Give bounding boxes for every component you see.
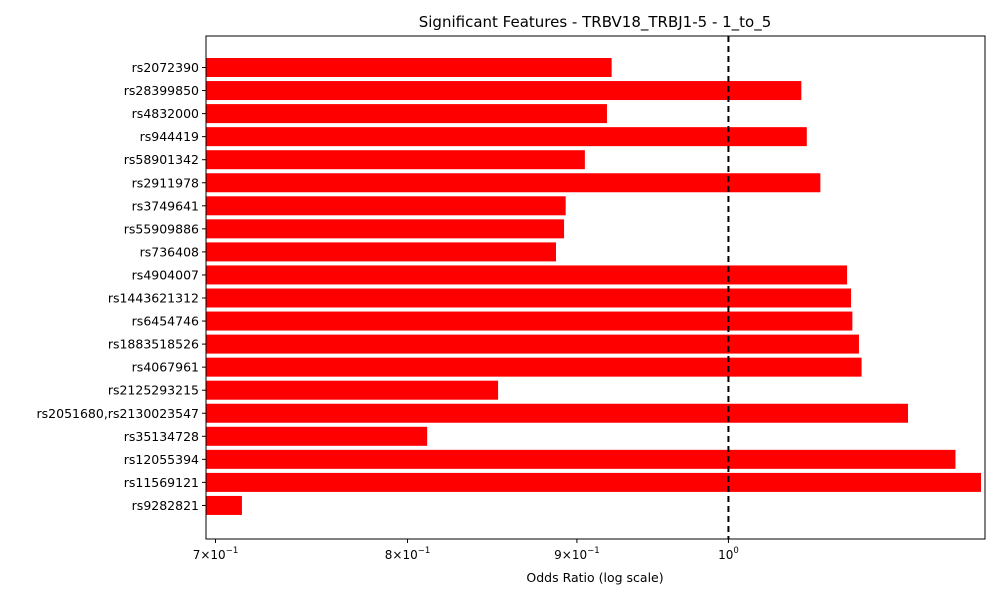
bar <box>206 127 807 147</box>
x-tick-label: 100 <box>718 546 739 562</box>
y-tick-label: rs12055394 <box>124 452 199 467</box>
bar <box>206 403 909 423</box>
bar <box>206 495 242 515</box>
y-tick-label: rs4904007 <box>132 267 199 282</box>
y-tick-label: rs1883518526 <box>108 337 199 352</box>
y-tick-label: rs4832000 <box>132 106 199 121</box>
bar <box>206 104 607 124</box>
bar <box>206 219 565 239</box>
bar <box>206 288 852 308</box>
y-tick-label: rs2072390 <box>132 60 199 75</box>
bar <box>206 334 859 354</box>
y-tick-labels: rs2072390 rs28399850 rs4832000 rs944419 rs58… <box>37 60 206 513</box>
x-tick-label: 9×10−1 <box>554 546 600 562</box>
bar <box>206 81 802 101</box>
y-tick-label: rs736408 <box>140 244 199 259</box>
bars-group <box>206 58 982 515</box>
y-tick-label: rs2051680,rs2130023547 <box>37 406 199 421</box>
bar <box>206 242 556 262</box>
bar <box>206 150 585 170</box>
y-tick-label: rs3749641 <box>132 198 199 213</box>
bar <box>206 265 848 285</box>
y-tick-label: rs9282821 <box>132 498 199 513</box>
bar <box>206 357 862 377</box>
y-tick-label: rs4067961 <box>132 360 199 375</box>
bar <box>206 173 821 193</box>
y-tick-label: rs35134728 <box>124 429 199 444</box>
bar <box>206 426 428 446</box>
bar <box>206 58 612 77</box>
x-ticks: 7×10−1 8×10−1 9×10−1 100 <box>193 539 739 562</box>
y-tick-label: rs2911978 <box>132 175 199 190</box>
chart-title: Significant Features - TRBV18_TRBJ1-5 - … <box>419 13 772 32</box>
bar <box>206 449 956 469</box>
bar <box>206 196 566 216</box>
y-tick-label: rs28399850 <box>124 83 199 98</box>
y-tick-label: rs11569121 <box>124 475 199 490</box>
y-tick-label: rs58901342 <box>124 152 199 167</box>
bar <box>206 311 853 331</box>
x-tick-label: 7×10−1 <box>193 546 239 562</box>
y-tick-label: rs55909886 <box>124 221 199 236</box>
x-axis-label: Odds Ratio (log scale) <box>526 570 663 585</box>
x-tick-label: 8×10−1 <box>385 546 431 562</box>
y-tick-label: rs2125293215 <box>108 383 199 398</box>
bar <box>206 472 982 492</box>
y-tick-label: rs6454746 <box>132 314 199 329</box>
bar <box>206 380 499 400</box>
y-tick-label: rs944419 <box>140 129 199 144</box>
plot-frame <box>205 35 986 540</box>
y-tick-label: rs1443621312 <box>108 291 199 306</box>
